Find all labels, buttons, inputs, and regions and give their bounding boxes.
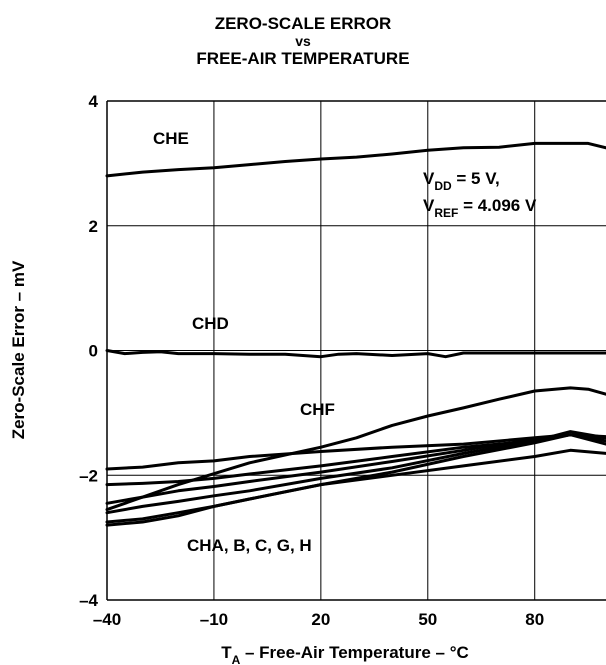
x-axis-label-rest: – Free-Air Temperature – °C — [240, 643, 469, 662]
chart-title-vs: vs — [295, 33, 311, 49]
y-tick-label: 4 — [89, 92, 99, 111]
y-tick-label: 0 — [89, 342, 98, 361]
series-line-9 — [105, 448, 606, 527]
grid — [107, 101, 606, 600]
x-tick-label: 20 — [311, 610, 330, 629]
x-axis-label-sub: A — [232, 653, 241, 665]
x-axis-label-base: T — [221, 643, 232, 662]
series-line-8 — [105, 433, 606, 524]
x-tick-label: 50 — [418, 610, 437, 629]
annotation-chd: CHD — [192, 314, 229, 333]
x-tick-label: –40 — [93, 610, 121, 629]
condition-vref-sub: REF — [434, 206, 458, 220]
x-axis-label: TA – Free-Air Temperature – °C — [221, 643, 469, 665]
series-line-7 — [105, 430, 606, 515]
chart-title: ZERO-SCALE ERROR — [214, 14, 392, 33]
y-tick-label: –4 — [79, 591, 98, 610]
y-tick-label: –2 — [79, 466, 98, 485]
chart-subtitle: FREE-AIR TEMPERATURE — [196, 49, 410, 68]
condition-vdd: VDD = 5 V, — [423, 169, 500, 193]
series-line-chf — [105, 386, 606, 512]
x-tick-label: –10 — [200, 610, 228, 629]
annotation-cha-b-c-g-h: CHA, B, C, G, H — [187, 536, 312, 555]
condition-vdd-sub: DD — [434, 179, 452, 193]
condition-vref: VREF = 4.096 V — [423, 196, 537, 220]
annotation-che: CHE — [153, 129, 189, 148]
y-axis-label: Zero-Scale Error – mV — [9, 260, 28, 439]
x-tick-label: 80 — [525, 610, 544, 629]
series-line-chd — [105, 349, 606, 359]
series-line-che — [105, 141, 606, 178]
annotation-chf: CHF — [300, 400, 335, 419]
condition-vdd-rest: = 5 V, — [452, 169, 500, 188]
condition-vref-base: V — [423, 196, 435, 215]
series-lines — [105, 141, 606, 527]
condition-vref-rest: = 4.096 V — [458, 196, 537, 215]
y-tick-label: 2 — [89, 217, 98, 236]
condition-vdd-base: V — [423, 169, 435, 188]
